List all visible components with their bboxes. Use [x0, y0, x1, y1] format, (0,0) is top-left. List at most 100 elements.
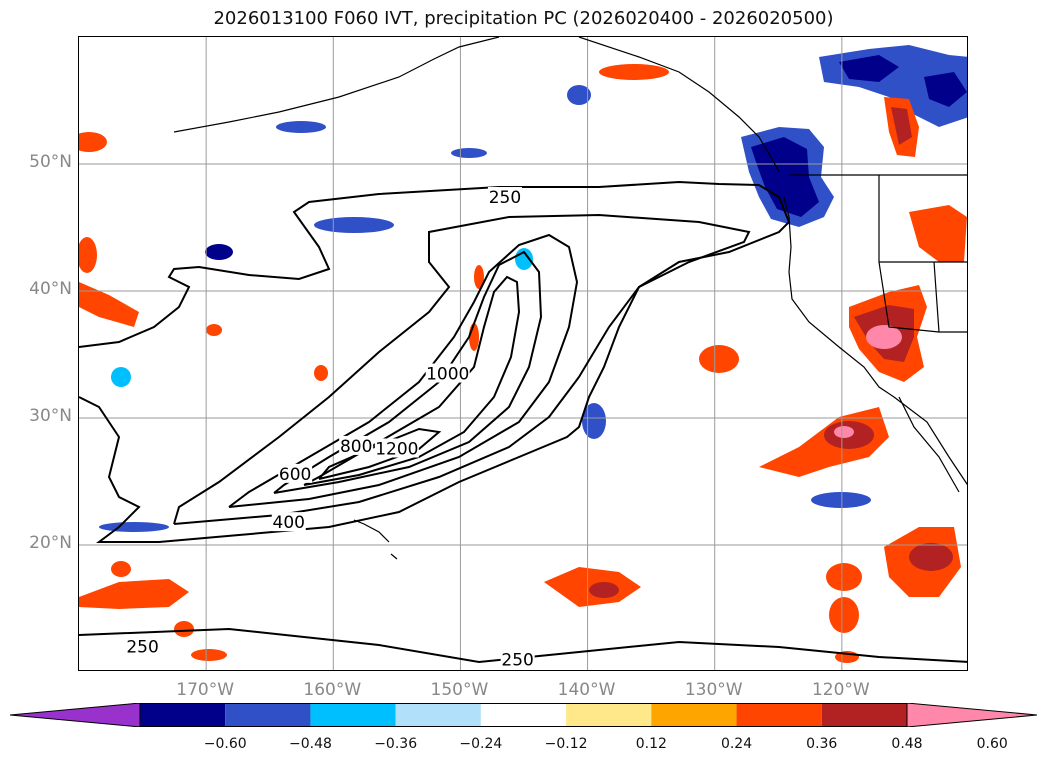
colorbar-tick-label: 0.12 — [635, 736, 667, 752]
colorbar-segment — [395, 703, 481, 727]
precip-patch-negative-core — [839, 55, 899, 82]
map-title: 2026013100 F060 IVT, precipitation PC (2… — [213, 8, 834, 29]
precip-patch-negative — [811, 492, 871, 508]
colorbar-segment — [140, 703, 226, 727]
precip-patch-negative — [276, 121, 326, 133]
precip-patch-negative — [567, 85, 591, 105]
contour-label-bg — [271, 512, 306, 532]
precip-patch-negative-core — [205, 244, 233, 260]
colorbar-segment — [225, 703, 311, 727]
precip-patch-positive — [79, 579, 189, 609]
precip-patch-negative — [451, 148, 487, 158]
ivt-contour-400 — [173, 213, 751, 525]
map-plot-area[interactable]: 250 250 250 400 600 800 1200 1000 — [78, 36, 968, 671]
colorbar-extend-max — [906, 703, 1037, 727]
colorbar-tick-label: 0.36 — [806, 736, 838, 752]
precip-patch-negative-core — [924, 72, 967, 107]
colorbar-segment — [821, 703, 907, 727]
contour-label: 250 — [501, 650, 533, 670]
colorbar-segment — [310, 703, 396, 727]
ivt-contour-250 — [79, 180, 791, 543]
ivt-contour-1000 — [303, 275, 521, 486]
precip-patch-negative — [314, 217, 394, 233]
state-border — [878, 175, 967, 333]
precip-patch-positive — [111, 561, 131, 577]
precip-patch-positive-core — [909, 543, 953, 571]
alaska-coast — [173, 37, 500, 133]
colorbar-segment — [736, 703, 822, 727]
precip-patch-positive — [699, 345, 739, 373]
us-west-coast — [783, 196, 967, 486]
precip-patch-positive-peak — [866, 325, 902, 349]
colorbar-tick-label: −0.60 — [203, 736, 247, 752]
colorbar-extend-min — [10, 703, 141, 727]
precip-shading — [79, 45, 967, 663]
precip-patch-positive — [79, 132, 107, 152]
contour-label: 1000 — [426, 365, 469, 385]
longitude-tick-label: 140°W — [557, 680, 616, 700]
precip-patch-positive — [829, 597, 859, 633]
precip-patch-positive — [474, 265, 484, 289]
precip-patch-positive-core — [589, 582, 619, 598]
colorbar-tick-label: 0.24 — [720, 736, 753, 752]
contour-label: 250 — [489, 188, 521, 208]
canada-coast — [578, 37, 780, 173]
precip-patch-positive — [826, 563, 862, 591]
latitude-tick-label: 40°N — [29, 279, 72, 299]
map-grid — [79, 37, 967, 670]
colorbar-tick-label: −0.48 — [288, 736, 332, 752]
longitude-tick-label: 130°W — [684, 680, 743, 700]
contour-label: 1200 — [375, 439, 418, 459]
longitude-tick-label: 170°W — [176, 680, 235, 700]
colorbar-segment — [651, 703, 737, 727]
colorbar-segment — [480, 703, 567, 727]
precip-patch-positive — [909, 205, 967, 262]
precip-patch-positive — [314, 365, 328, 381]
precip-patch-positive — [191, 649, 227, 661]
colorbar-segment — [566, 703, 652, 727]
contour-label-bg — [278, 463, 313, 483]
ivt-contour-250-south — [79, 627, 967, 664]
precip-patch-positive-peak — [834, 426, 854, 438]
contour-label-bg — [339, 435, 374, 455]
latitude-tick-label: 20°N — [29, 533, 72, 553]
coastlines — [173, 37, 967, 560]
contour-label-bg — [500, 649, 535, 669]
baja-coast — [898, 396, 960, 493]
contour-label: 800 — [340, 437, 372, 457]
precip-patch-negative-core — [751, 137, 819, 217]
longitude-tick-label: 120°W — [811, 680, 870, 700]
contour-label-bg — [374, 438, 419, 458]
contour-label: 600 — [279, 465, 311, 485]
colorbar-border — [139, 703, 908, 727]
hawaii-islands — [353, 519, 398, 560]
ivt-contour-1200 — [318, 427, 442, 480]
colorbar-tick-label: 0.48 — [891, 736, 923, 752]
contour-label-bg — [425, 363, 470, 383]
latitude-tick-label: 50°N — [29, 152, 72, 172]
latitude-tick-label: 30°N — [29, 406, 72, 426]
colorbar-tick-label: −0.36 — [374, 736, 418, 752]
ivt-contour-labels: 250 250 250 400 600 800 1200 1000 — [125, 187, 535, 670]
colorbar-tick-label: −0.12 — [544, 736, 588, 752]
precip-patch-positive — [599, 64, 669, 80]
precip-patch-negative — [111, 367, 131, 387]
map-canvas: 250 250 250 400 600 800 1200 1000 — [79, 37, 967, 670]
longitude-tick-label: 160°W — [303, 680, 362, 700]
ivt-contour-600 — [228, 233, 579, 508]
precip-patch-positive — [469, 323, 479, 351]
colorbar-tick-label: 0.60 — [976, 736, 1008, 752]
colorbar-tick-label: −0.24 — [459, 736, 503, 752]
ivt-contours — [79, 180, 967, 664]
contour-label-bg — [125, 636, 160, 656]
contour-label: 400 — [273, 513, 305, 533]
contour-label-bg — [487, 187, 522, 207]
contour-label: 250 — [126, 638, 158, 658]
precip-patch-positive — [206, 324, 222, 336]
precip-patch-negative — [99, 522, 169, 532]
precip-patch-positive-core — [891, 107, 912, 145]
precip-patch-positive — [174, 621, 194, 637]
ivt-contour-800 — [273, 250, 543, 494]
precip-patch-positive — [79, 282, 139, 327]
longitude-tick-label: 150°W — [430, 680, 489, 700]
